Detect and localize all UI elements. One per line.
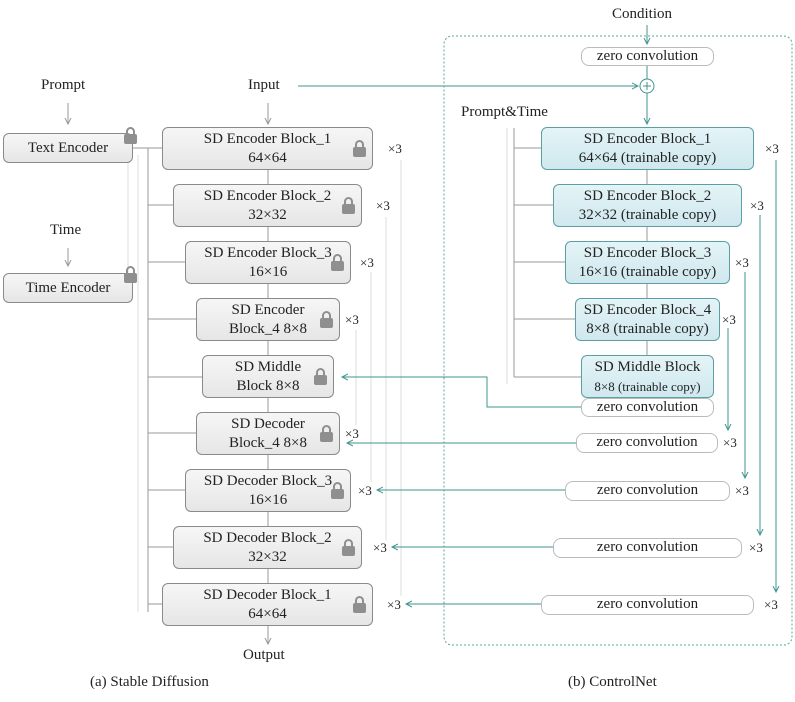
zero-convolution-output: zero convolution: [576, 433, 718, 453]
block-size: Block_4 8×8: [228, 434, 308, 451]
block-title: SD Encoder Block_2: [203, 187, 332, 204]
prompt-label: Prompt: [41, 77, 86, 93]
block-title: SD Encoder Block_1: [203, 130, 332, 147]
sd-block-2: SD Encoder Block_3 16×16: [185, 241, 351, 284]
block-size: Block 8×8: [236, 377, 300, 394]
block-title: SD Decoder: [231, 415, 305, 432]
lock-icon: [124, 266, 137, 283]
output-label: Output: [243, 647, 285, 663]
block-title: SD Middle: [234, 358, 302, 375]
block-size: 16×16: [248, 491, 288, 508]
time-encoder-label: Time Encoder: [25, 279, 111, 296]
sd-block-6: SD Decoder Block_3 16×16: [185, 469, 351, 512]
repeat-label: ×3: [735, 255, 749, 270]
repeat-label: ×3: [376, 198, 390, 213]
sd-block-7: SD Decoder Block_2 32×32: [173, 526, 362, 569]
lock-icon: [320, 311, 333, 328]
block-title: SD Decoder Block_1: [203, 586, 332, 603]
text-encoder: Text Encoder: [3, 133, 133, 163]
block-title: SD Encoder Block_4: [583, 301, 712, 318]
lock-icon: [353, 596, 366, 613]
sd-block-8: SD Decoder Block_1 64×64: [162, 583, 373, 626]
block-size: Block_4 8×8: [228, 320, 308, 337]
text-encoder-label: Text Encoder: [27, 139, 109, 156]
repeat-label: ×3: [765, 141, 779, 156]
prompt-time-label: Prompt&Time: [461, 104, 548, 120]
sd-block-0: SD Encoder Block_1 64×64: [162, 127, 373, 170]
block-title: SD Decoder Block_3: [203, 472, 333, 489]
block-size: 32×32: [248, 548, 287, 565]
block-title: SD Encoder Block_2: [583, 187, 712, 204]
input-label: Input: [248, 77, 280, 93]
repeat-label: ×3: [358, 483, 372, 498]
time-encoder: Time Encoder: [3, 273, 133, 303]
repeat-label: ×3: [373, 540, 387, 555]
sd-block-4: SD Middle Block 8×8: [202, 355, 334, 398]
repeat-label: ×3: [345, 426, 359, 441]
lock-icon: [331, 254, 344, 271]
trainable-block-2: SD Encoder Block_3 16×16 (trainable copy): [565, 241, 730, 284]
repeat-label: ×3: [345, 312, 359, 327]
sd-block-1: SD Encoder Block_2 32×32: [173, 184, 362, 227]
repeat-label: ×3: [750, 198, 764, 213]
lock-icon: [342, 197, 355, 214]
lock-icon: [314, 368, 327, 385]
block-size: 16×16: [248, 263, 288, 280]
repeat-label: ×3: [764, 597, 778, 612]
lock-icon: [342, 539, 355, 556]
block-size: 8×8 (trainable copy): [586, 320, 709, 337]
trainable-block-3: SD Encoder Block_4 8×8 (trainable copy): [575, 298, 720, 341]
trainable-block-1: SD Encoder Block_2 32×32 (trainable copy): [553, 184, 742, 227]
lock-icon: [331, 482, 344, 499]
block-size: 32×32: [248, 206, 287, 223]
block-title: SD Middle Block: [594, 358, 701, 375]
trainable-block-4: SD Middle Block 8×8 (trainable copy): [581, 355, 714, 398]
repeat-label: ×3: [735, 483, 749, 498]
zero-convolution-input: zero convolution: [581, 47, 714, 66]
block-title: SD Encoder Block_3: [204, 244, 332, 261]
block-title: SD Encoder Block_1: [583, 130, 712, 147]
block-size: 64×64: [248, 605, 287, 622]
trainable-block-0: SD Encoder Block_1 64×64 (trainable copy): [541, 127, 754, 170]
lock-icon: [320, 425, 333, 442]
repeat-label: ×3: [749, 540, 763, 555]
block-size: 64×64: [248, 149, 287, 166]
sd-block-3: SD Encoder Block_4 8×8: [196, 298, 340, 341]
caption-controlnet: (b) ControlNet: [568, 674, 657, 690]
repeat-label: ×3: [387, 597, 401, 612]
sd-block-5: SD Decoder Block_4 8×8: [196, 412, 340, 455]
block-title: SD Encoder Block_3: [583, 244, 712, 261]
block-size: 64×64 (trainable copy): [578, 149, 717, 166]
zero-convolution-middle: zero convolution: [581, 398, 714, 417]
block-title: SD Encoder: [231, 301, 305, 318]
repeat-label: ×3: [723, 435, 737, 450]
zero-convolution-output: zero convolution: [565, 481, 730, 501]
condition-label: Condition: [612, 6, 673, 22]
block-size: 16×16 (trainable copy): [578, 263, 717, 280]
block-title: SD Decoder Block_2: [203, 529, 332, 546]
zero-convolution-output: zero convolution: [541, 595, 754, 615]
repeat-label: ×3: [722, 312, 736, 327]
lock-icon: [124, 127, 137, 144]
block-size: 8×8 (trainable copy): [594, 378, 701, 394]
caption-stable-diffusion: (a) Stable Diffusion: [90, 674, 209, 690]
lock-icon: [353, 140, 366, 157]
repeat-label: ×3: [360, 255, 374, 270]
time-label: Time: [50, 222, 82, 238]
block-size: 32×32 (trainable copy): [578, 206, 717, 223]
zero-convolution-output: zero convolution: [553, 538, 742, 558]
repeat-label: ×3: [388, 141, 402, 156]
